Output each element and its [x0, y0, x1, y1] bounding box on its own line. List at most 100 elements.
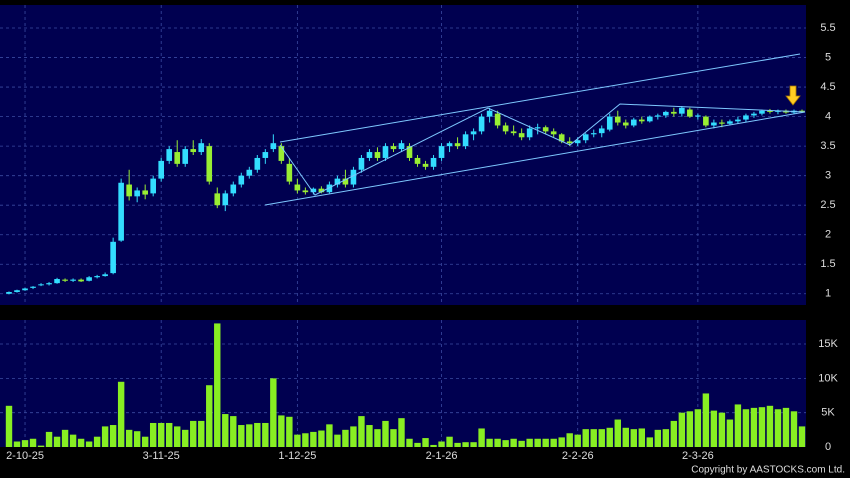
- candle-body: [398, 143, 405, 150]
- candle-body: [703, 116, 709, 126]
- volume-bar: [710, 410, 718, 447]
- volume-bar: [438, 441, 445, 447]
- y-tick-label: 5.5: [820, 22, 835, 34]
- candle-body: [270, 143, 277, 150]
- candle-body: [454, 143, 461, 147]
- y-tick-label: 5K: [821, 407, 835, 419]
- candle-body: [566, 141, 573, 144]
- candle-body: [518, 133, 525, 138]
- volume-bar: [462, 442, 469, 447]
- volume-bar: [422, 438, 429, 447]
- volume-bar: [646, 437, 654, 447]
- y-tick-label: 1.5: [820, 258, 835, 270]
- volume-bar: [262, 422, 269, 447]
- candle-body: [326, 184, 333, 193]
- candle-body: [406, 146, 413, 158]
- volume-bar: [782, 407, 790, 447]
- y-tick-label: 3.5: [820, 140, 835, 152]
- volume-bar: [182, 429, 189, 447]
- volume-bar: [470, 442, 477, 447]
- candle-body: [254, 157, 261, 170]
- y-tick-label: 5: [825, 51, 831, 63]
- volume-bar: [198, 420, 205, 447]
- candle-body: [582, 134, 589, 141]
- candle-body: [751, 113, 757, 116]
- candle-body: [358, 157, 365, 170]
- volume-bar: [486, 438, 493, 447]
- candle-body: [126, 184, 132, 197]
- candle-body: [687, 109, 693, 117]
- volume-bar: [310, 431, 317, 447]
- candle-body: [374, 152, 381, 158]
- candle-body: [550, 131, 557, 135]
- candle-body: [510, 131, 517, 134]
- marks: [5, 105, 806, 447]
- volume-bar: [45, 431, 53, 447]
- candle-body: [262, 152, 269, 158]
- volume-bar: [302, 433, 309, 447]
- volume-bar: [502, 440, 509, 447]
- candle-body: [134, 190, 140, 197]
- candle-body: [198, 143, 205, 153]
- candle-body: [118, 182, 124, 241]
- volume-bar: [286, 416, 293, 447]
- candle-body: [366, 152, 373, 158]
- candle-body: [606, 116, 613, 130]
- candle-body: [719, 122, 725, 124]
- volume-bar: [414, 442, 421, 447]
- candle-body: [342, 178, 349, 185]
- volume-bar: [430, 444, 437, 447]
- candle-body: [446, 143, 453, 147]
- candle-body: [94, 276, 100, 278]
- volume-bar: [550, 438, 557, 447]
- volume-bar: [254, 422, 261, 447]
- candle-body: [390, 146, 397, 150]
- volume-bar: [446, 436, 453, 447]
- candle-body: [166, 149, 173, 161]
- candle-body: [230, 184, 237, 194]
- candle-body: [382, 146, 389, 158]
- x-tick-label: 2-3-26: [682, 450, 714, 462]
- channel-lower: [264, 111, 806, 206]
- volume-bar: [670, 420, 678, 447]
- candle-body: [238, 175, 245, 185]
- zigzag: [279, 103, 806, 196]
- volume-bar: [678, 412, 686, 447]
- volume-bar: [190, 420, 197, 447]
- candle-body: [294, 184, 301, 191]
- volume-bar: [526, 438, 533, 447]
- volume-bar: [694, 409, 702, 447]
- candle-body: [663, 111, 669, 116]
- candle-body: [438, 146, 445, 158]
- volume-bar: [278, 415, 285, 447]
- volume-bar: [109, 425, 117, 447]
- volume-bar: [318, 430, 325, 447]
- volume-bar: [630, 429, 637, 447]
- volume-bar: [294, 434, 301, 447]
- arrow-marker: [785, 85, 801, 106]
- volume-bar: [366, 425, 373, 447]
- candle-body: [614, 116, 621, 123]
- volume-bar: [742, 409, 750, 447]
- candle-body: [286, 163, 293, 182]
- candle-body: [54, 279, 60, 284]
- volume-bar: [478, 428, 485, 447]
- candle-body: [206, 146, 213, 182]
- volume-bar: [766, 405, 774, 447]
- candle-body: [182, 149, 189, 164]
- volume-bar: [686, 411, 694, 447]
- volume-bar: [61, 429, 69, 447]
- candle-body: [334, 178, 341, 185]
- volume-bar: [133, 431, 141, 447]
- candle-body: [526, 128, 533, 138]
- candle-body: [30, 286, 36, 288]
- x-tick-label: 2-10-25: [6, 450, 44, 462]
- candle-body: [679, 107, 685, 114]
- candle-body: [727, 121, 733, 124]
- candle-body: [350, 169, 357, 185]
- y-tick-label: 4.5: [820, 81, 835, 93]
- x-tick-label: 3-11-25: [143, 450, 180, 462]
- candle-body: [711, 122, 717, 126]
- candle-body: [486, 110, 493, 117]
- volume-bar: [734, 404, 742, 447]
